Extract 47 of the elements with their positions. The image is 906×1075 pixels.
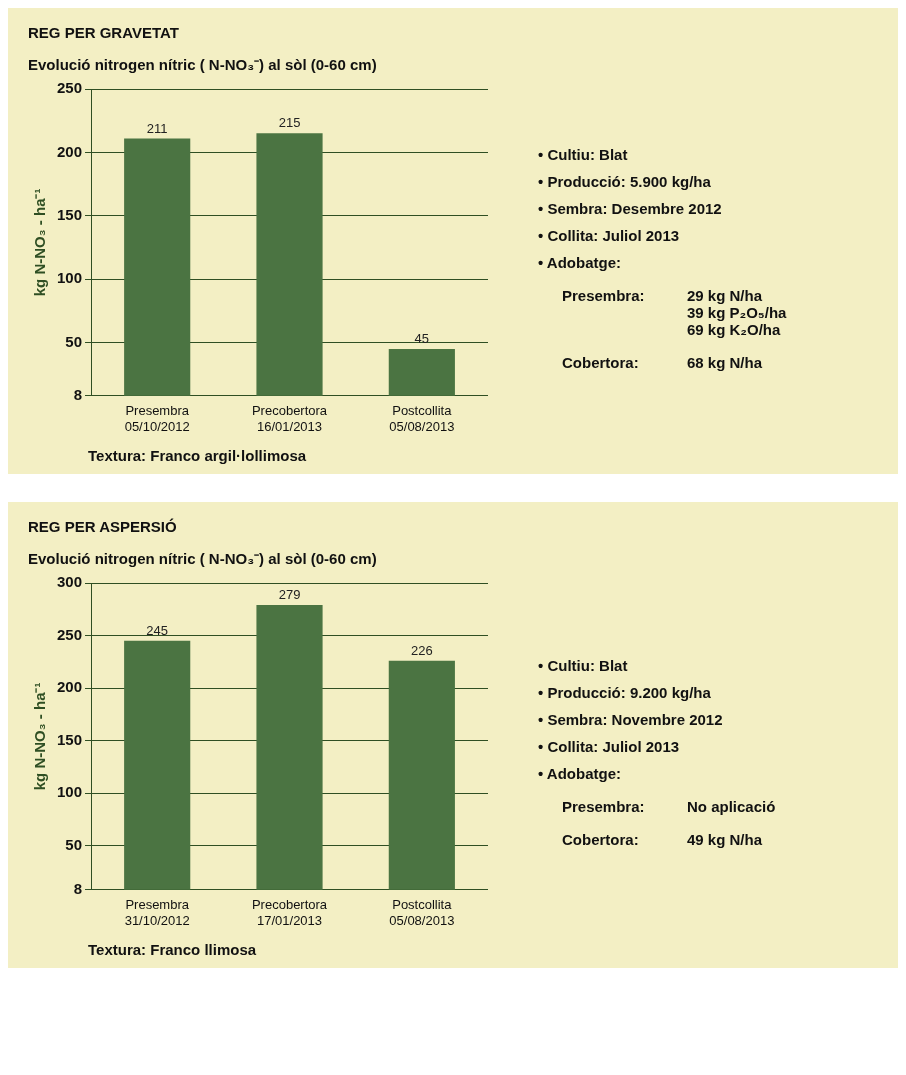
x-tick-label: Postcollita 05/08/2013 (389, 403, 455, 434)
text: Cobertora: 49 kg N/ha (562, 831, 763, 848)
text: • Collita: Juliol 2013 (538, 227, 681, 244)
chart-title: REG PER ASPERSIÓ (28, 518, 178, 535)
text: Textura: Franco llimosa (88, 941, 258, 958)
x-tick-label: Postcollita 05/08/2013 (389, 897, 455, 928)
data-label: 279 (278, 587, 301, 603)
data-label: 226 (410, 642, 433, 658)
text: • Producció: 9.200 kg/ha (538, 684, 712, 701)
chart-subtitle: Evolució nitrogen nítric ( N-NO₃⁻) al sòl (0-60 cm) (28, 56, 377, 74)
text: • Sembra: Desembre 2012 (538, 200, 723, 217)
x-tick-label: Presembra 31/10/2012 (124, 897, 190, 928)
data-label: 215 (278, 115, 301, 131)
y-tick-label: 250 (57, 625, 83, 643)
y-tick-label: 8 (73, 385, 83, 403)
text: • Adobatge: (538, 254, 623, 271)
x-tick-label: Presembra 05/10/2012 (124, 403, 190, 434)
text: Presembra: 29 kg N/ha 39 kg P₂O₅/ha 69 kg K₂O/ha (562, 287, 787, 338)
y-axis-title: kg N-NO₃ - ha⁻¹ (31, 188, 49, 297)
text: • Cultiu: Blat (538, 657, 629, 674)
text: Cobertora: 68 kg N/ha (562, 354, 763, 371)
y-tick-label: 8 (73, 879, 83, 897)
y-tick-label: 200 (57, 678, 83, 696)
y-tick-label: 250 (57, 79, 83, 97)
y-tick-label: 150 (57, 205, 83, 223)
data-label: 45 (414, 330, 430, 346)
text: • Collita: Juliol 2013 (538, 738, 681, 755)
text: • Cultiu: Blat (538, 146, 629, 163)
text: Textura: Franco argil·lollimosa (88, 447, 308, 464)
y-tick-label: 100 (57, 269, 83, 287)
chart-subtitle: Evolució nitrogen nítric ( N-NO₃⁻) al sòl (0-60 cm) (28, 550, 377, 568)
x-tick-label: Precobertora 17/01/2013 (251, 897, 328, 928)
y-tick-label: 300 (57, 573, 83, 591)
data-label: 245 (146, 622, 169, 638)
y-tick-label: 100 (57, 783, 83, 801)
y-tick-label: 50 (65, 332, 83, 350)
data-label: 211 (146, 120, 168, 136)
text: • Sembra: Novembre 2012 (538, 711, 724, 728)
chart-title: REG PER GRAVETAT (28, 24, 180, 41)
text: • Producció: 5.900 kg/ha (538, 173, 712, 190)
x-tick-label: Precobertora 16/01/2013 (251, 403, 328, 434)
text: Presembra: No aplicació (562, 798, 776, 815)
y-tick-label: 150 (57, 730, 83, 748)
y-tick-label: 50 (65, 835, 83, 853)
y-tick-label: 200 (57, 142, 83, 160)
y-axis-title: kg N-NO₃ - ha⁻¹ (31, 682, 49, 791)
text: • Adobatge: (538, 765, 623, 782)
